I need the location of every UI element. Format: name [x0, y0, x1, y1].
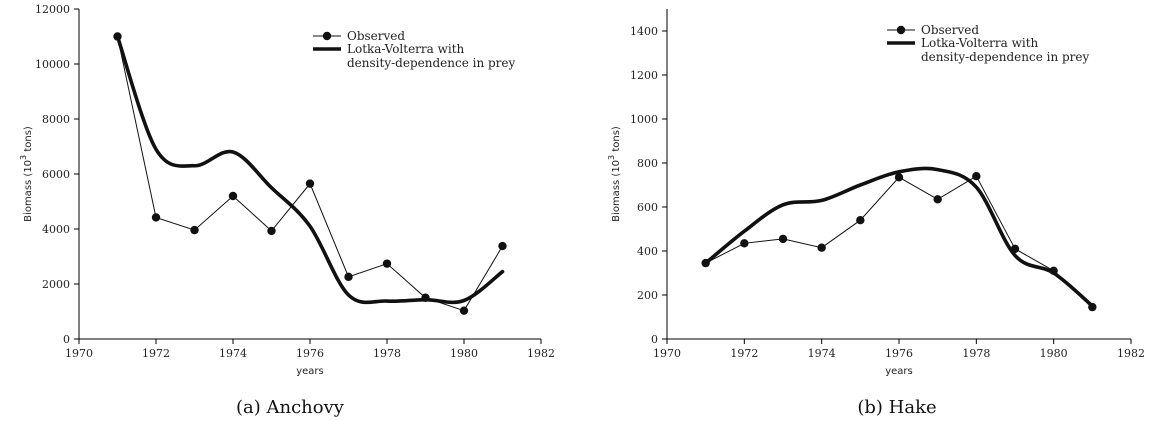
anchovy-observed-point — [421, 293, 430, 302]
hake-model-line — [703, 166, 1095, 308]
hake-legend-observed-marker — [896, 25, 906, 35]
hake-y-axis-title-sup: 3 — [607, 155, 616, 160]
hake-y-tick-label: 400 — [637, 245, 658, 258]
hake-observed-point — [1049, 266, 1058, 275]
hake-x-tick-label: 1980 — [1040, 347, 1068, 360]
hake-observed-point — [817, 243, 826, 252]
anchovy-legend-model-label: density-dependence in prey — [347, 56, 516, 70]
hake-observed-point — [778, 234, 788, 244]
anchovy-observed-line — [117, 36, 503, 312]
hake-observed-point — [894, 173, 904, 182]
hake-y-tick-label: 800 — [637, 157, 658, 170]
hake-y-axis-title: Biomass (103 tons) — [607, 126, 622, 222]
anchovy-x-tick-label: 1982 — [527, 347, 555, 360]
hake-chart-panel: 0 200 400 600 800 1000 1200 1400 1970 1972 1974 197… — [576, 0, 1152, 421]
anchovy-x-tick-label: 1972 — [142, 347, 170, 360]
anchovy-y-axis-title-sup: 3 — [19, 155, 28, 160]
hake-observed-point — [740, 239, 749, 248]
hake-observed-point — [1010, 244, 1020, 253]
anchovy-y-tick-label: 10000 — [35, 58, 70, 71]
hake-caption: (b) Hake — [857, 397, 936, 418]
anchovy-observed-point — [459, 306, 469, 315]
anchovy-observed-point — [151, 213, 161, 222]
hake-legend-observed-label: Observed — [921, 23, 979, 37]
anchovy-y-tick-label: 6000 — [42, 168, 70, 181]
hake-observed-point — [701, 258, 710, 268]
anchovy-observed-point — [344, 272, 353, 282]
anchovy-observed-point — [305, 179, 315, 188]
anchovy-legend-observed-label: Observed — [347, 29, 405, 43]
hake-y-axis-title-main: Biomass (10 — [611, 160, 622, 222]
hake-y-tick-label: 200 — [637, 289, 658, 302]
anchovy-legend-observed-marker — [322, 31, 332, 41]
hake-x-tick-label: 1982 — [1117, 347, 1145, 360]
hake-observed-line — [705, 175, 1093, 308]
hake-observed-point — [856, 216, 865, 225]
anchovy-chart: 0 2000 4000 6000 8000 10000 12000 1970 1972 1974 1… — [19, 3, 555, 418]
anchovy-observed-point — [113, 32, 122, 41]
anchovy-x-axis-title: years — [296, 366, 324, 377]
anchovy-y-axis-title: Biomass (103 tons) — [19, 126, 34, 222]
anchovy-model-line — [115, 34, 505, 305]
anchovy-y-axis-title-tail: tons) — [23, 126, 34, 155]
anchovy-x-tick-label: 1974 — [219, 347, 247, 360]
hake-observed-point — [933, 195, 942, 204]
anchovy-y-tick-label: 0 — [63, 333, 70, 346]
anchovy-observed-point — [267, 226, 276, 236]
hake-chart: 0 200 400 600 800 1000 1200 1400 1970 1972 1974 197… — [607, 9, 1145, 418]
anchovy-observed-point — [228, 191, 238, 201]
anchovy-x-tick-label: 1970 — [65, 347, 93, 360]
anchovy-observed-point — [382, 259, 392, 268]
hake-y-tick-label: 1400 — [630, 25, 658, 38]
anchovy-y-tick-label: 2000 — [42, 278, 70, 291]
hake-x-tick-label: 1972 — [730, 347, 758, 360]
hake-legend-model-label: density-dependence in prey — [921, 50, 1090, 64]
hake-x-tick-label: 1976 — [885, 347, 913, 360]
anchovy-x-tick-label: 1976 — [296, 347, 324, 360]
hake-y-tick-label: 1000 — [630, 113, 658, 126]
anchovy-y-tick-label: 4000 — [42, 223, 70, 236]
hake-observed-point — [972, 172, 981, 181]
hake-x-axis-title: years — [885, 366, 913, 377]
anchovy-chart-panel: 0 2000 4000 6000 8000 10000 12000 1970 1972 1974 1… — [19, 3, 555, 418]
hake-x-tick-label: 1974 — [808, 347, 836, 360]
hake-y-tick-label: 0 — [651, 333, 658, 346]
anchovy-y-tick-label: 12000 — [35, 3, 70, 16]
hake-observed-point — [1088, 302, 1097, 312]
anchovy-observed-point — [498, 241, 507, 251]
anchovy-legend-model-label: Lotka-Volterra with — [347, 42, 465, 56]
hake-x-tick-label: 1978 — [962, 347, 990, 360]
anchovy-x-tick-label: 1978 — [373, 347, 401, 360]
hake-legend-model-label: Lotka-Volterra with — [921, 36, 1039, 50]
anchovy-y-tick-label: 8000 — [42, 113, 70, 126]
hake-y-tick-label: 600 — [637, 201, 658, 214]
anchovy-y-axis-title-main: Biomass (10 — [23, 160, 34, 222]
anchovy-x-tick-label: 1980 — [450, 347, 478, 360]
hake-y-axis-title-tail: tons) — [611, 126, 622, 155]
anchovy-observed-point — [190, 225, 199, 235]
anchovy-caption: (a) Anchovy — [236, 397, 345, 418]
hake-x-tick-label: 1970 — [653, 347, 681, 360]
hake-y-tick-label: 1200 — [630, 69, 658, 82]
